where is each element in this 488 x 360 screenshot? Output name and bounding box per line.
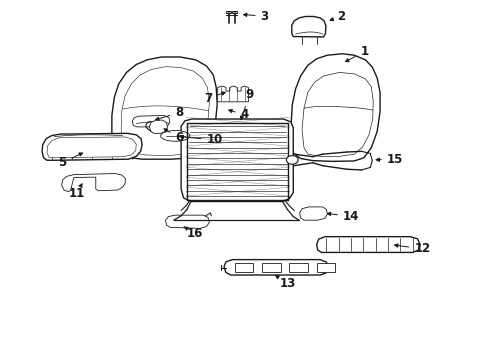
Text: 11: 11: [68, 184, 84, 200]
Polygon shape: [149, 120, 167, 134]
Text: 13: 13: [275, 276, 295, 290]
Text: 8: 8: [155, 106, 183, 120]
Polygon shape: [224, 260, 328, 275]
Circle shape: [286, 156, 298, 164]
Text: 16: 16: [183, 226, 203, 239]
Polygon shape: [262, 263, 280, 272]
Text: 4: 4: [228, 108, 248, 121]
Text: 7: 7: [204, 92, 225, 105]
Text: 10: 10: [180, 133, 222, 146]
Text: 5: 5: [58, 153, 82, 169]
Polygon shape: [226, 12, 231, 13]
Text: 6: 6: [163, 129, 183, 144]
Polygon shape: [121, 67, 209, 156]
Text: 3: 3: [243, 10, 268, 23]
Polygon shape: [316, 237, 419, 252]
Polygon shape: [112, 57, 217, 159]
Polygon shape: [165, 215, 209, 228]
Polygon shape: [181, 119, 293, 202]
Polygon shape: [61, 174, 125, 192]
Text: 15: 15: [375, 153, 403, 166]
Polygon shape: [232, 12, 237, 13]
Polygon shape: [132, 116, 169, 127]
Text: 2: 2: [329, 10, 345, 23]
Polygon shape: [289, 263, 307, 272]
Polygon shape: [42, 134, 142, 160]
Text: 1: 1: [345, 45, 368, 62]
Polygon shape: [316, 263, 334, 272]
Text: 14: 14: [326, 210, 359, 223]
Polygon shape: [302, 72, 372, 157]
Text: 9: 9: [240, 88, 253, 120]
Polygon shape: [291, 17, 325, 37]
Text: 12: 12: [394, 242, 429, 255]
Polygon shape: [290, 54, 379, 161]
Polygon shape: [299, 207, 327, 220]
Ellipse shape: [160, 131, 189, 141]
Polygon shape: [234, 263, 253, 272]
Polygon shape: [217, 86, 248, 102]
Polygon shape: [47, 137, 136, 158]
